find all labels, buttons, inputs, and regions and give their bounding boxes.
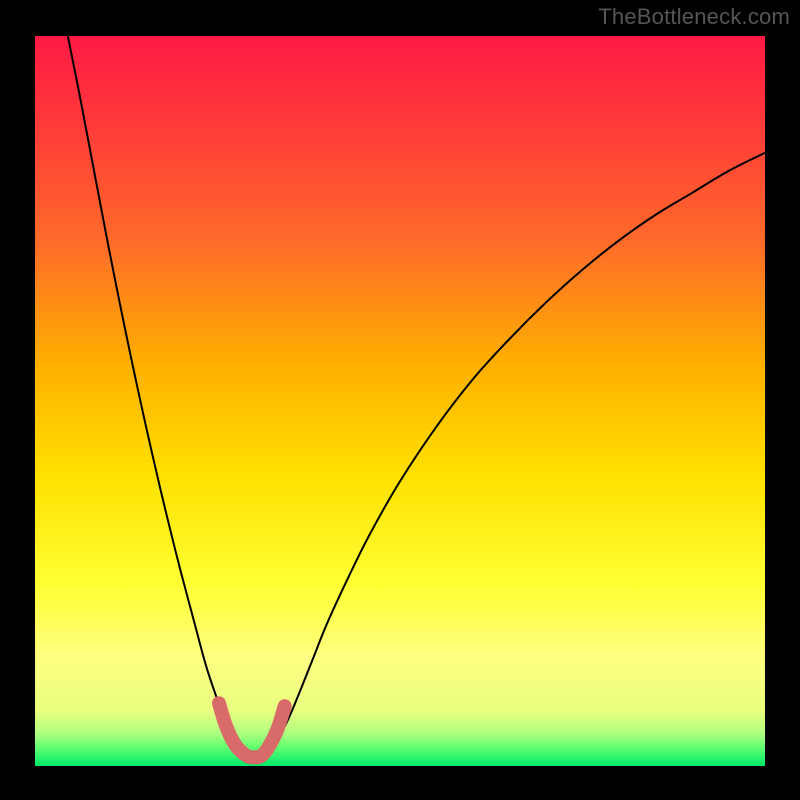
gradient-background <box>35 36 765 766</box>
chart-stage: TheBottleneck.com <box>0 0 800 800</box>
watermark-text: TheBottleneck.com <box>598 4 790 30</box>
bottleneck-curve-chart <box>0 0 800 800</box>
